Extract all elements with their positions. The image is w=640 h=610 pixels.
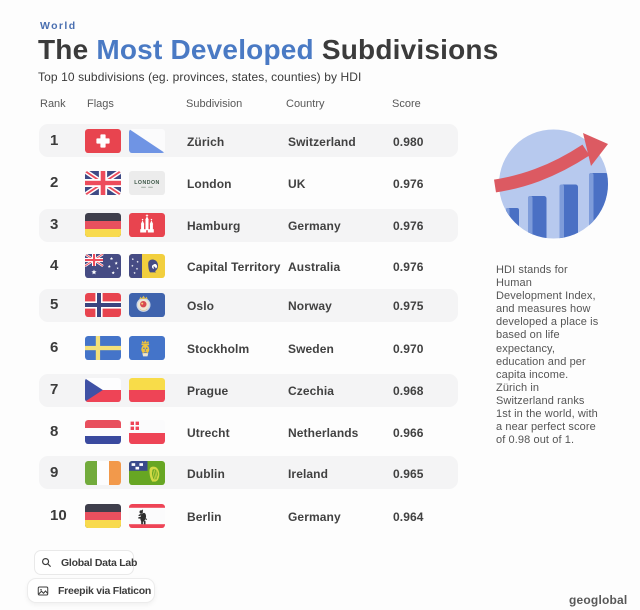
svg-text:LONDON: LONDON — [134, 180, 159, 186]
